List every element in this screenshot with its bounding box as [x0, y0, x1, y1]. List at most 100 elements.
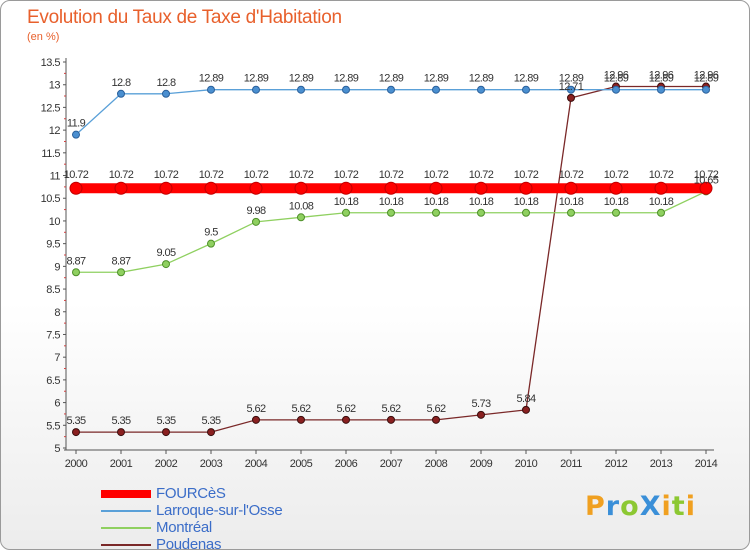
legend-swatch-3 [101, 544, 151, 546]
series-1-label-8: 12.89 [424, 73, 449, 85]
series-1-label-3: 12.89 [199, 73, 224, 85]
legend-label-2: Montréal [156, 519, 212, 536]
series-1-point-6 [342, 85, 350, 94]
series-2-point-0 [72, 268, 80, 277]
y-tick-label-17: 13.5 [41, 57, 61, 69]
legend-item-0: FOURCèS [101, 485, 361, 502]
series-3-label-10: 5.84 [516, 393, 535, 405]
series-3-label-2: 5.35 [156, 415, 175, 427]
series-2-point-6 [342, 208, 350, 217]
series-2-label-12: 10.18 [604, 196, 629, 208]
logo-letter-1: r [605, 491, 621, 522]
series-3-point-6 [342, 415, 350, 424]
series-1-point-2 [162, 89, 170, 98]
legend-label-0: FOURCèS [156, 485, 226, 502]
x-tick-label-2: 2002 [155, 458, 178, 470]
series-0-label-7: 10.72 [379, 169, 404, 181]
series-0-label-14: 10.72 [694, 169, 719, 181]
series-0-point-6 [339, 181, 353, 195]
series-0-point-9 [474, 181, 488, 195]
series-3-label-3: 5.35 [201, 415, 220, 427]
x-tick-label-0: 2000 [65, 458, 88, 470]
legend-swatch-2 [101, 527, 151, 529]
series-0-point-2 [159, 181, 173, 195]
series-2-label-9: 10.18 [469, 196, 494, 208]
series-2-point-11 [567, 208, 575, 217]
y-tick-label-12: 11 [50, 171, 61, 183]
series-3-point-4 [252, 415, 260, 424]
series-0-label-12: 10.72 [604, 169, 629, 181]
x-tick-label-3: 2003 [200, 458, 223, 470]
series-line-3 [76, 85, 706, 433]
series-3-label-9: 5.73 [471, 398, 490, 410]
series-1-label-11: 12.89 [559, 73, 584, 85]
series-1-point-10 [522, 85, 530, 94]
y-tick-label-1: 5.5 [46, 420, 60, 432]
series-0-label-3: 10.72 [199, 169, 224, 181]
x-tick-label-1: 2001 [110, 458, 133, 470]
series-2-point-10 [522, 208, 530, 217]
series-1-label-2: 12.8 [156, 77, 175, 89]
legend-item-2: Montréal [101, 519, 361, 536]
series-2-label-6: 10.18 [334, 196, 359, 208]
chart-title: Evolution du Taux de Taxe d'Habitation [27, 7, 342, 28]
series-3-label-7: 5.62 [381, 403, 400, 415]
x-tick-label-8: 2008 [425, 458, 448, 470]
series-3-label-6: 5.62 [336, 403, 355, 415]
series-0-label-1: 10.72 [109, 169, 134, 181]
x-tick-label-12: 2012 [605, 458, 628, 470]
proxiti-logo: ProXiti [585, 491, 696, 522]
series-3-point-11 [567, 93, 575, 102]
series-0-point-0 [69, 181, 83, 195]
series-1-label-7: 12.89 [379, 73, 404, 85]
series-1-point-14 [702, 85, 710, 94]
chart-legend: FOURCèS Larroque-sur-l'Osse Montréal Pouden… [101, 485, 361, 549]
series-3-label-13: 12.96 [649, 70, 674, 82]
y-tick-label-8: 9 [54, 261, 60, 273]
series-0-point-10 [519, 181, 533, 195]
x-tick-label-4: 2004 [245, 458, 268, 470]
series-2-label-4: 9.98 [246, 205, 265, 217]
y-tick-label-13: 11.5 [41, 148, 60, 160]
series-1-point-5 [297, 85, 305, 94]
y-tick-label-14: 12 [49, 125, 61, 137]
series-0-label-8: 10.72 [424, 169, 449, 181]
legend-swatch-0 [101, 490, 151, 498]
series-1-point-13 [657, 85, 665, 94]
series-0-point-5 [294, 181, 308, 195]
series-0-point-8 [429, 181, 443, 195]
series-3-point-1 [117, 428, 125, 437]
series-1-label-1: 12.8 [111, 77, 130, 89]
series-2-point-13 [657, 208, 665, 217]
series-0-point-13 [654, 181, 668, 195]
y-tick-label-0: 5 [54, 443, 60, 455]
series-1-point-9 [477, 85, 485, 94]
series-1-label-4: 12.89 [244, 73, 269, 85]
series-2-label-1: 8.87 [111, 255, 130, 267]
series-0-label-10: 10.72 [514, 169, 539, 181]
series-0-point-7 [384, 181, 398, 195]
series-0-label-5: 10.72 [289, 169, 314, 181]
series-0-label-4: 10.72 [244, 169, 269, 181]
series-3-label-0: 5.35 [66, 415, 85, 427]
series-2-label-10: 10.18 [514, 196, 539, 208]
series-1-label-6: 12.89 [334, 73, 359, 85]
logo-letter-5: t [671, 491, 686, 522]
series-2-label-3: 9.5 [204, 227, 218, 239]
x-tick-label-10: 2010 [515, 458, 538, 470]
legend-item-3: Poudenas [101, 536, 361, 549]
series-3-point-2 [162, 428, 170, 437]
x-tick-label-7: 2007 [380, 458, 403, 470]
y-tick-label-2: 6 [54, 398, 60, 410]
series-line-1 [75, 89, 706, 136]
series-2-label-8: 10.18 [424, 196, 449, 208]
series-0-label-9: 10.72 [469, 169, 494, 181]
series-1-label-12: 12.89 [604, 73, 629, 85]
series-0-point-3 [204, 181, 218, 195]
chart-subtitle: (en %) [27, 31, 60, 43]
series-1-label-14: 12.89 [694, 73, 719, 85]
series-2-point-1 [117, 268, 125, 277]
series-3-label-12: 12.96 [604, 70, 629, 82]
series-2-label-13: 10.18 [649, 196, 674, 208]
